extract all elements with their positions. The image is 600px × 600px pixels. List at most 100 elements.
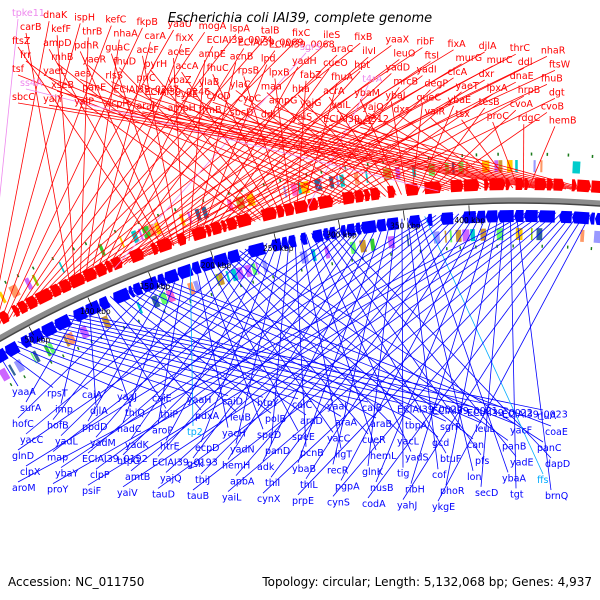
reverse-gene-label: sgrR <box>440 422 462 433</box>
forward-gene-label: carB <box>20 22 41 33</box>
forward-gene-arrow <box>293 199 309 214</box>
reverse-gene-label: ybaB <box>292 464 316 475</box>
reverse-label-connector <box>12 344 124 392</box>
reverse-gene-label: panD <box>265 446 290 457</box>
forward-label-connector <box>243 104 476 190</box>
forward-gene-label: ybaJ <box>385 90 405 101</box>
reverse-label-connector <box>227 212 557 492</box>
reverse-gene-label: panC <box>537 443 562 454</box>
scale-tick-mark <box>28 326 34 336</box>
forward-label-connector <box>212 101 471 190</box>
forward-label-connector <box>416 105 454 194</box>
reverse-label-connector <box>239 250 509 441</box>
forward-gene-label: acrA <box>323 86 345 97</box>
reverse-gene-label: nadC <box>117 424 142 435</box>
reverse-gene-label: rpsT <box>47 389 68 400</box>
forward-label-connector <box>60 53 516 293</box>
forward-gene-label: mogA <box>199 21 227 32</box>
forward-gene-label: dxs <box>393 104 410 115</box>
forward-gene-arrow <box>210 221 222 236</box>
forward-gene-arrow <box>576 179 592 193</box>
rna-gene-mark <box>156 213 160 218</box>
reverse-gene-label: ligT <box>335 449 352 460</box>
cog-category-block <box>580 229 585 243</box>
rna-gene-mark <box>84 241 88 246</box>
reverse-label-connector <box>445 212 500 486</box>
reverse-gene-label: yacC <box>327 433 351 444</box>
forward-label-connector <box>204 87 376 199</box>
reverse-gene-label: yaaA <box>12 387 36 398</box>
forward-label-connector <box>87 65 261 221</box>
forward-gene-label: yaeL <box>43 66 66 77</box>
forward-gene-label: ampG <box>269 96 297 107</box>
reverse-gene-label: recR <box>327 465 349 476</box>
forward-gene-label: cvoB <box>541 101 564 112</box>
forward-label-connector <box>0 18 19 198</box>
forward-gene-label: frr <box>20 50 31 61</box>
forward-label-connector <box>118 54 338 267</box>
forward-gene-label: lpxA <box>487 83 508 94</box>
forward-gene-label: ECIAI39_0068 <box>269 40 335 51</box>
forward-gene-label: yadI <box>416 65 436 76</box>
forward-gene-label: hha <box>292 84 310 95</box>
reverse-gene-label: htrE <box>160 441 180 452</box>
reverse-gene-arrow <box>227 249 241 264</box>
forward-label-connector <box>48 49 165 250</box>
forward-label-connector <box>65 56 548 291</box>
reverse-gene-arrow <box>462 210 477 224</box>
forward-gene-label: rlsS <box>105 71 123 82</box>
forward-gene-label: clcA <box>448 67 468 78</box>
forward-gene-label: aes <box>74 68 91 79</box>
scale-tick-label: 100 kbp <box>80 307 111 316</box>
forward-gene-label: ampH <box>168 103 196 114</box>
cog-category-block <box>150 294 161 309</box>
reverse-gene-label: cynX <box>257 494 281 505</box>
forward-gene-label: degP <box>424 79 448 90</box>
scale-tick-label: 250 kbp <box>263 244 294 253</box>
forward-label-connector <box>173 113 561 190</box>
reverse-label-connector <box>17 341 159 393</box>
forward-gene-label: yaeR <box>82 54 106 65</box>
cog-category-block <box>324 246 331 259</box>
reverse-gene-label: yadN <box>230 445 255 456</box>
forward-gene-label: ribF <box>416 37 434 48</box>
reverse-label-connector <box>235 239 285 444</box>
reverse-label-connector <box>509 212 517 489</box>
reverse-label-connector <box>244 248 544 443</box>
reverse-label-connector <box>125 289 342 417</box>
forward-gene-label: yaeT <box>456 81 479 92</box>
reverse-gene-label: adk <box>257 462 275 473</box>
reverse-gene-label: leuL <box>475 424 496 435</box>
forward-gene-label: tpke11 <box>12 8 45 19</box>
reverse-gene-arrow <box>271 238 283 252</box>
forward-label-connector <box>32 40 330 307</box>
reverse-gene-arrow <box>192 261 202 275</box>
reverse-gene-label: phoR <box>440 486 465 497</box>
reverse-gene-label: yacC <box>20 435 44 446</box>
forward-label-connector <box>432 112 548 192</box>
reverse-label-connector <box>332 220 391 465</box>
rna-gene-mark <box>113 229 117 234</box>
reverse-label-connector <box>410 212 494 484</box>
reverse-label-connector <box>375 212 488 483</box>
reverse-label-connector <box>122 211 540 488</box>
rna-gene-mark <box>100 335 103 340</box>
forward-label-connector <box>88 93 450 191</box>
reverse-label-connector <box>94 303 132 407</box>
forward-gene-label: sbcD <box>230 107 254 118</box>
cog-category-block <box>369 238 376 251</box>
reverse-label-connector <box>58 319 439 406</box>
reverse-gene-label: yacF <box>510 425 532 436</box>
forward-label-connector <box>79 37 89 284</box>
reverse-gene-label: ECIAI39_0193 <box>152 457 218 468</box>
forward-gene-label: djlA <box>479 41 497 52</box>
forward-gene-label: t4rA <box>362 74 383 85</box>
forward-gene-label: rnhB <box>51 52 73 63</box>
reverse-gene-arrow <box>177 263 194 280</box>
forward-gene-label: ybaE <box>448 95 471 106</box>
cog-category-block <box>498 160 503 173</box>
cog-category-block <box>365 170 369 183</box>
cog-category-block <box>31 274 40 287</box>
forward-gene-arrow <box>450 179 464 193</box>
cog-category-block <box>515 160 518 173</box>
